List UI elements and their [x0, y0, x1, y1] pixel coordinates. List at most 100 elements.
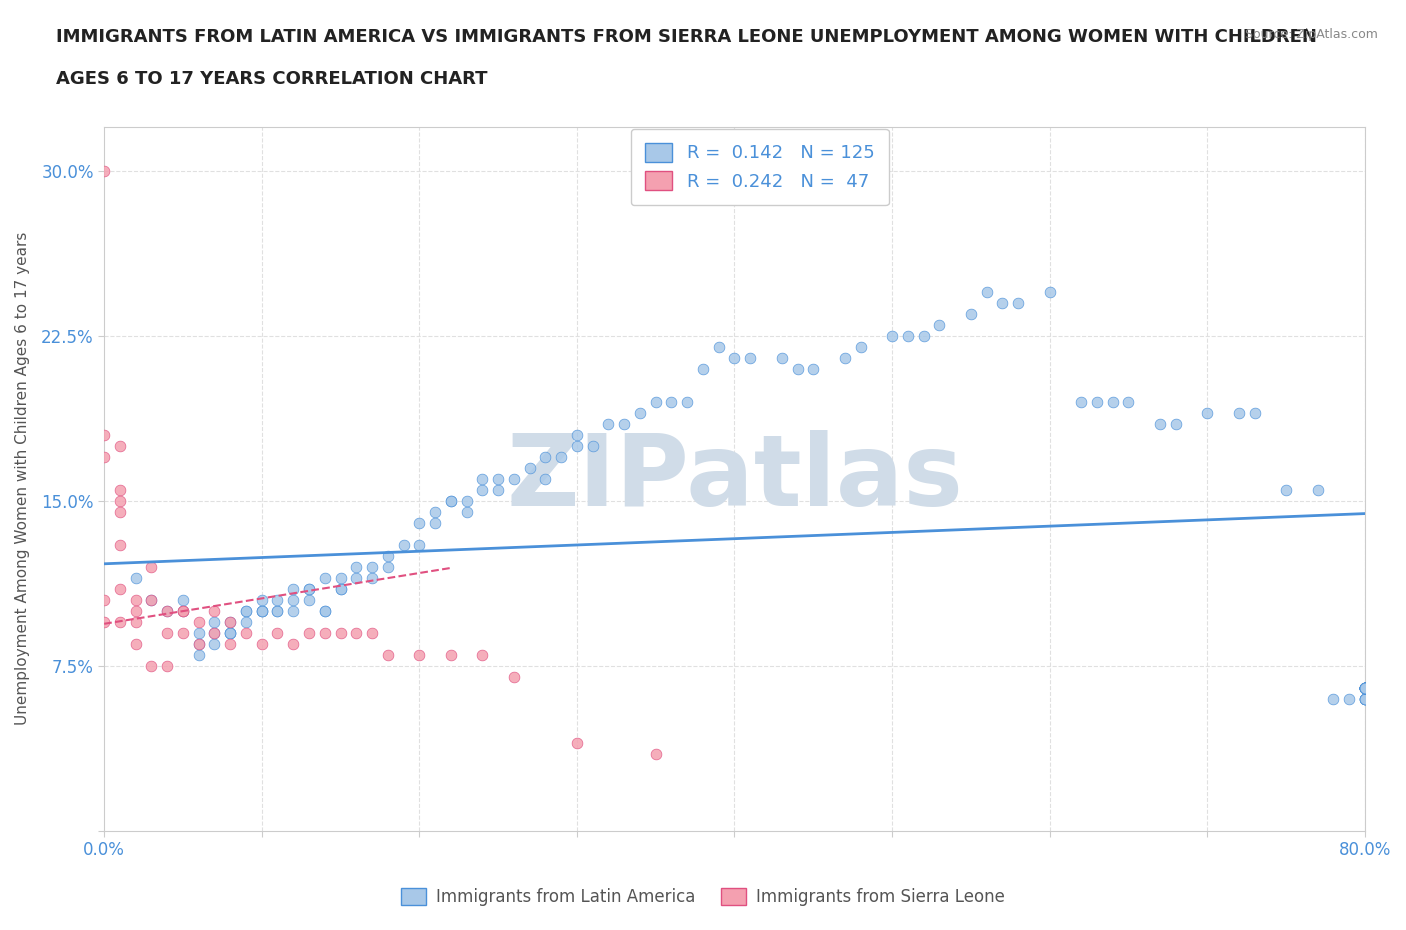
- Point: [156, 604, 179, 618]
- Point: [565, 427, 588, 442]
- Point: [124, 570, 146, 585]
- Text: IMMIGRANTS FROM LATIN AMERICA VS IMMIGRANTS FROM SIERRA LEONE UNEMPLOYMENT AMONG: IMMIGRANTS FROM LATIN AMERICA VS IMMIGRA…: [56, 28, 1317, 46]
- Point: [502, 472, 524, 486]
- Point: [219, 615, 242, 630]
- Point: [314, 604, 336, 618]
- Point: [108, 493, 131, 508]
- Point: [1354, 691, 1376, 706]
- Point: [1227, 405, 1250, 420]
- Point: [250, 604, 273, 618]
- Point: [880, 328, 903, 343]
- Point: [1354, 681, 1376, 696]
- Point: [1354, 691, 1376, 706]
- Point: [1337, 691, 1360, 706]
- Point: [250, 604, 273, 618]
- Point: [141, 559, 163, 574]
- Point: [440, 493, 463, 508]
- Point: [187, 625, 209, 640]
- Point: [565, 438, 588, 453]
- Point: [1101, 394, 1123, 409]
- Point: [1354, 681, 1376, 696]
- Point: [298, 581, 321, 596]
- Point: [141, 592, 163, 607]
- Point: [1354, 691, 1376, 706]
- Point: [377, 647, 399, 662]
- Point: [204, 625, 226, 640]
- Point: [707, 339, 730, 354]
- Point: [93, 427, 115, 442]
- Point: [613, 417, 636, 432]
- Point: [283, 581, 305, 596]
- Point: [235, 625, 257, 640]
- Point: [172, 625, 194, 640]
- Point: [250, 636, 273, 651]
- Point: [93, 163, 115, 178]
- Point: [361, 570, 384, 585]
- Point: [93, 592, 115, 607]
- Point: [314, 570, 336, 585]
- Point: [392, 538, 415, 552]
- Point: [1354, 681, 1376, 696]
- Point: [1354, 681, 1376, 696]
- Point: [1354, 681, 1376, 696]
- Point: [204, 625, 226, 640]
- Point: [1354, 681, 1376, 696]
- Point: [408, 515, 430, 530]
- Point: [519, 460, 541, 475]
- Point: [897, 328, 920, 343]
- Point: [172, 604, 194, 618]
- Point: [534, 472, 557, 486]
- Point: [187, 636, 209, 651]
- Point: [786, 361, 808, 376]
- Point: [565, 736, 588, 751]
- Point: [204, 615, 226, 630]
- Point: [124, 604, 146, 618]
- Point: [377, 559, 399, 574]
- Point: [219, 615, 242, 630]
- Point: [266, 604, 288, 618]
- Point: [598, 417, 620, 432]
- Point: [502, 670, 524, 684]
- Point: [156, 658, 179, 673]
- Point: [329, 570, 352, 585]
- Point: [172, 604, 194, 618]
- Point: [976, 285, 998, 299]
- Point: [849, 339, 872, 354]
- Point: [329, 581, 352, 596]
- Point: [408, 538, 430, 552]
- Point: [1354, 681, 1376, 696]
- Point: [912, 328, 935, 343]
- Point: [361, 559, 384, 574]
- Point: [423, 504, 446, 519]
- Point: [266, 592, 288, 607]
- Point: [108, 538, 131, 552]
- Point: [219, 625, 242, 640]
- Point: [156, 625, 179, 640]
- Point: [219, 625, 242, 640]
- Point: [283, 636, 305, 651]
- Point: [219, 636, 242, 651]
- Point: [141, 592, 163, 607]
- Point: [108, 615, 131, 630]
- Point: [235, 604, 257, 618]
- Point: [471, 483, 494, 498]
- Point: [1354, 681, 1376, 696]
- Point: [124, 592, 146, 607]
- Point: [661, 394, 683, 409]
- Text: ZIPatlas: ZIPatlas: [506, 431, 963, 527]
- Point: [423, 515, 446, 530]
- Point: [93, 449, 115, 464]
- Point: [1070, 394, 1092, 409]
- Point: [770, 351, 793, 365]
- Point: [108, 581, 131, 596]
- Point: [124, 615, 146, 630]
- Point: [344, 570, 367, 585]
- Point: [329, 625, 352, 640]
- Point: [676, 394, 699, 409]
- Point: [1354, 681, 1376, 696]
- Point: [582, 438, 605, 453]
- Point: [1354, 691, 1376, 706]
- Point: [298, 625, 321, 640]
- Point: [250, 604, 273, 618]
- Point: [219, 625, 242, 640]
